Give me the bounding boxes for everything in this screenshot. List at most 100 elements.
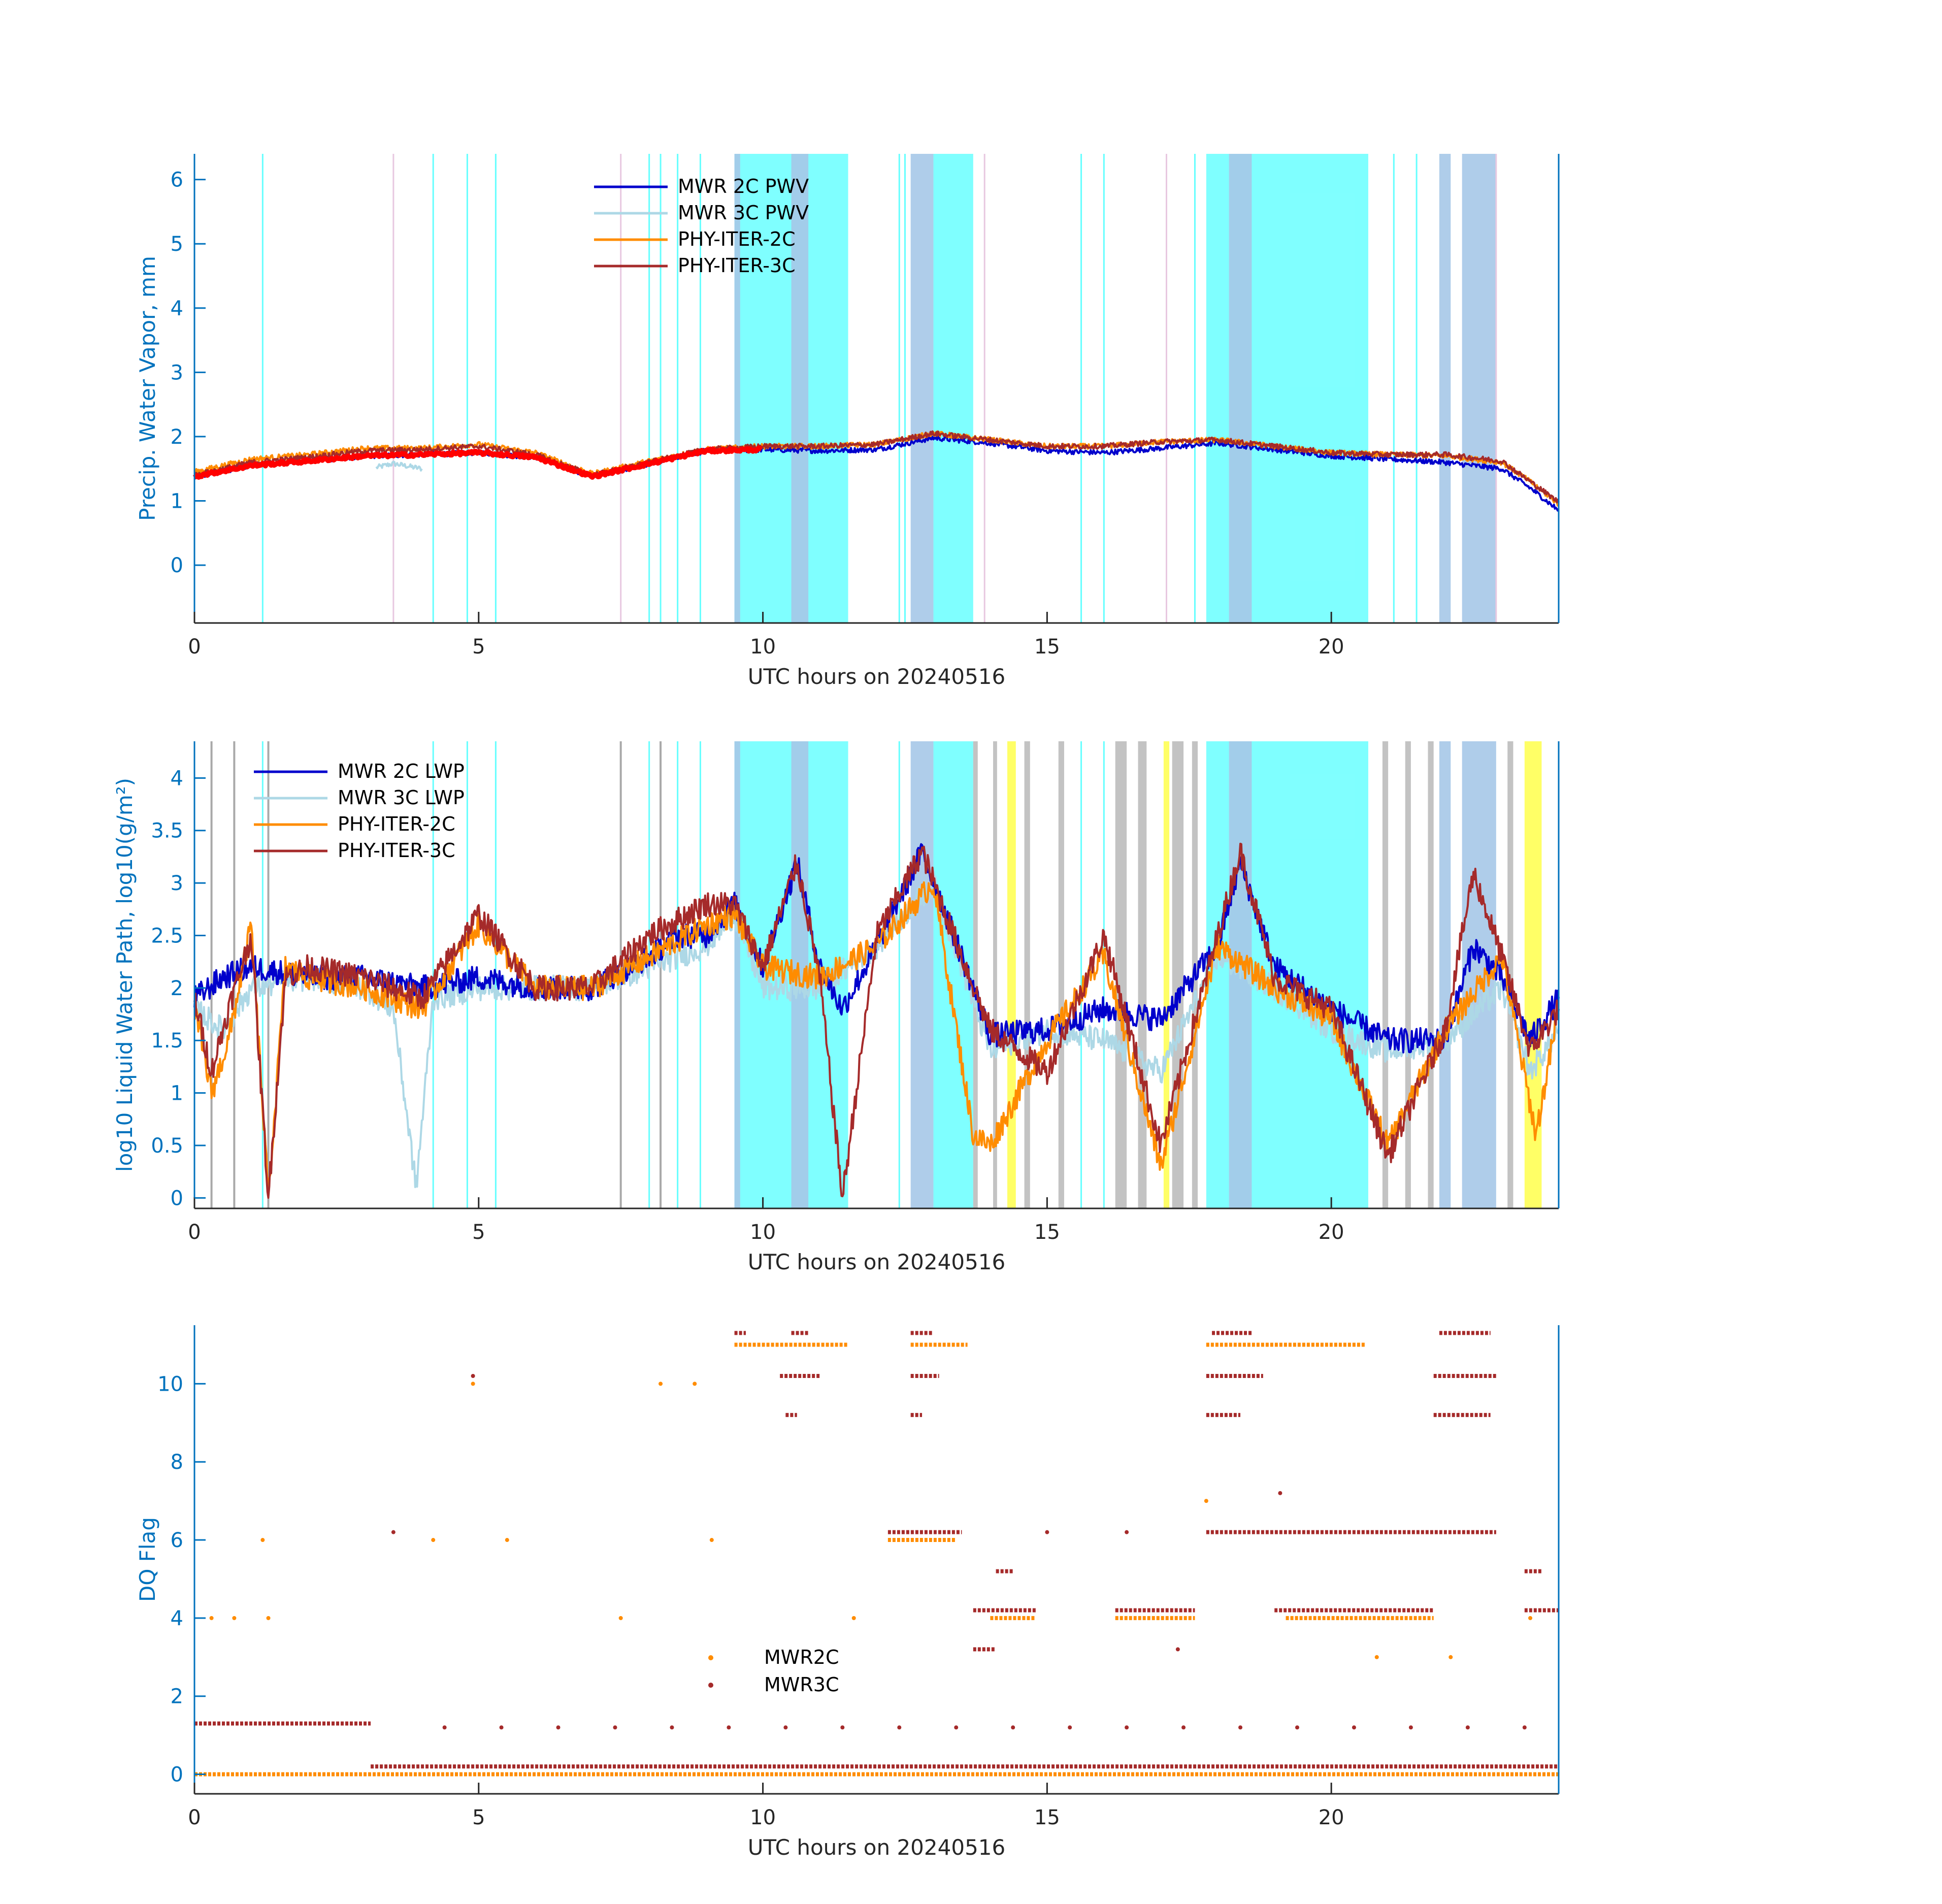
dq-flag-axes: 0 5 10 15 20 0 2 4 6 8 10 xyxy=(157,1325,1560,1829)
flag-point-0-15 xyxy=(1528,1616,1533,1620)
x-tick-label-4: 20 xyxy=(1319,635,1344,659)
x-tick-label-1: 5 xyxy=(472,635,485,659)
pwv-panel: 0 5 10 15 20 0 1 2 3 4 5 6 UTC hours on 20240516 Pr… xyxy=(135,154,1560,689)
flag-point-1-22 xyxy=(1522,1725,1527,1730)
lightblue-band-2 xyxy=(910,154,934,623)
y-tick-label-5: 5 xyxy=(171,233,183,256)
flag-point-0-3 xyxy=(260,1538,265,1542)
gray-band-9 xyxy=(1405,741,1411,1208)
flag-point-0-8 xyxy=(659,1382,663,1386)
pwv-flag-bands xyxy=(261,154,1497,623)
pwv-legend: MWR 2C PWV MWR 3C PWV PHY-ITER-2C PHY-IT… xyxy=(594,175,809,277)
pwv-series xyxy=(192,430,1560,512)
series-line-1 xyxy=(193,870,1560,1188)
x-tick-label-0: 0 xyxy=(188,1221,201,1244)
flag-point-1-21 xyxy=(1465,1725,1470,1730)
flag-point-1-5 xyxy=(613,1725,617,1730)
y-tick-label-1: 0.5 xyxy=(151,1134,183,1158)
x-tick-label-2: 10 xyxy=(750,635,776,659)
x-tick-label-1: 5 xyxy=(472,1221,485,1244)
flag-point-1-25 xyxy=(1175,1647,1180,1652)
x-tick-label-2: 10 xyxy=(750,1806,776,1829)
flag-point-1-12 xyxy=(1011,1725,1015,1730)
flag-point-1-8 xyxy=(783,1725,788,1730)
x-tick-label-1: 5 xyxy=(472,1806,485,1829)
flag-point-1-4 xyxy=(556,1725,561,1730)
y-tick-label-8: 4 xyxy=(171,767,183,790)
flag-point-0-11 xyxy=(851,1616,856,1620)
dq-legend-mwr3c: MWR3C xyxy=(764,1673,839,1696)
y-tick-label-6: 3 xyxy=(171,872,183,895)
flag-point-1-2 xyxy=(471,1373,475,1378)
gray-band-8 xyxy=(1382,741,1389,1208)
series-line-1 xyxy=(375,461,423,472)
lightblue-band-4 xyxy=(1439,154,1451,623)
lightblue-band-2 xyxy=(910,741,934,1208)
y-tick-label-3: 6 xyxy=(171,1529,183,1552)
x-tick-label-0: 0 xyxy=(188,635,201,659)
y-tick-label-1: 2 xyxy=(171,1685,183,1709)
dq-y-axis-label: DQ Flag xyxy=(135,1517,160,1602)
lwp-axes: 0 5 10 15 20 0 0.5 1 1.5 2 2.5 3 3.5 4 xyxy=(151,741,1560,1244)
lwp-y-axis-label: log10 Liquid Water Path, log10(g/m²) xyxy=(112,778,137,1172)
flag-point-1-19 xyxy=(1352,1725,1356,1730)
x-tick-label-3: 15 xyxy=(1034,1221,1060,1244)
y-tick-label-2: 1 xyxy=(171,1082,183,1105)
gray-band-10 xyxy=(1428,741,1434,1208)
dq-legend-mwr2c: MWR2C xyxy=(764,1646,839,1668)
lightblue-band-3 xyxy=(1229,154,1252,623)
y-tick-label-3: 1.5 xyxy=(151,1029,183,1053)
lightblue-band-0 xyxy=(734,741,740,1208)
gray-band-0 xyxy=(973,741,978,1208)
flag-point-1-13 xyxy=(1068,1725,1072,1730)
dq-x-axis-label: UTC hours on 20240516 xyxy=(748,1835,1006,1860)
gray-band-5 xyxy=(1138,741,1147,1208)
pwv-x-axis-label: UTC hours on 20240516 xyxy=(748,664,1006,689)
y-tick-label-5: 2.5 xyxy=(151,924,183,947)
lwp-legend: MWR 2C LWP MWR 3C LWP PHY-ITER-2C PHY-IT… xyxy=(254,760,465,862)
y-tick-label-3: 3 xyxy=(171,361,183,384)
flag-point-1-18 xyxy=(1295,1725,1299,1730)
flag-point-1-1 xyxy=(442,1725,447,1730)
y-tick-label-4: 4 xyxy=(171,297,183,320)
yellow-band-0 xyxy=(1007,741,1016,1208)
y-tick-label-2: 2 xyxy=(171,425,183,449)
gray-band-4 xyxy=(1115,741,1127,1208)
flag-point-1-11 xyxy=(954,1725,959,1730)
pwv-legend-mwr3c: MWR 3C PWV xyxy=(678,202,809,224)
lightblue-band-1 xyxy=(791,154,809,623)
flag-point-0-5 xyxy=(471,1382,475,1386)
lightblue-band-0 xyxy=(734,154,740,623)
gray-band-2 xyxy=(1024,741,1030,1208)
gray-band-1 xyxy=(993,741,997,1208)
dq-flag-series xyxy=(194,1331,1559,1777)
lwp-legend-mwr2c: MWR 2C LWP xyxy=(338,760,465,782)
x-tick-label-4: 20 xyxy=(1319,1221,1344,1244)
flag-point-0-7 xyxy=(618,1616,623,1620)
y-tick-label-1: 1 xyxy=(171,490,183,513)
y-tick-label-6: 6 xyxy=(171,169,183,192)
yellow-band-2 xyxy=(1524,741,1542,1208)
y-tick-label-4: 2 xyxy=(171,977,183,1000)
pwv-red-trace xyxy=(192,445,763,480)
flag-point-1-15 xyxy=(1181,1725,1186,1730)
x-tick-label-3: 15 xyxy=(1034,635,1060,659)
flag-point-0-12 xyxy=(1204,1499,1208,1503)
flag-point-1-17 xyxy=(1278,1491,1282,1495)
dq-flag-panel: 0 5 10 15 20 0 2 4 6 8 10 UTC hours on 20240516 DQ… xyxy=(135,1325,1560,1860)
yellow-band-1 xyxy=(1163,741,1170,1208)
lwp-legend-mwr3c: MWR 3C LWP xyxy=(338,786,465,809)
dq-legend: MWR2C MWR3C xyxy=(708,1646,839,1696)
flag-point-0-9 xyxy=(693,1382,697,1386)
legend-marker-1 xyxy=(708,1683,713,1688)
cyan-band-1 xyxy=(933,154,973,623)
flag-point-1-6 xyxy=(670,1725,674,1730)
flag-point-1-14 xyxy=(1125,1725,1129,1730)
series-line-3 xyxy=(193,842,1560,1199)
lwp-legend-phy2c: PHY-ITER-2C xyxy=(338,813,455,835)
flag-point-1-10 xyxy=(897,1725,902,1730)
flag-point-0-13 xyxy=(1374,1655,1379,1659)
flag-point-0-2 xyxy=(266,1616,271,1620)
flag-point-1-0 xyxy=(391,1530,396,1534)
